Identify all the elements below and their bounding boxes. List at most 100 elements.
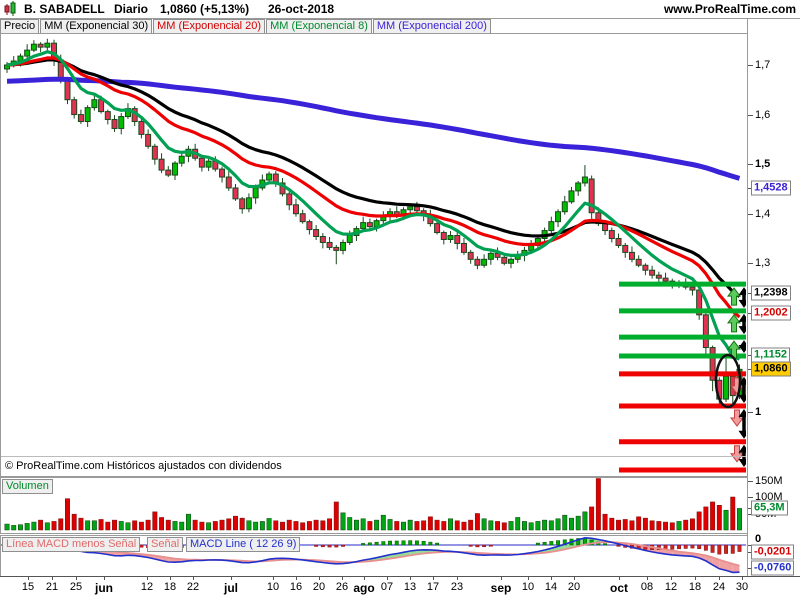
macd-histogram-bar xyxy=(374,541,379,546)
candle xyxy=(467,249,474,264)
time-day-label: 12 xyxy=(140,581,154,593)
time-day-label: 23 xyxy=(450,581,464,593)
macd-line xyxy=(6,536,740,574)
measure-arrow[interactable] xyxy=(738,340,747,353)
macd-legend-button-line[interactable]: MACD Line ( 12 26 9) xyxy=(186,537,301,552)
volume-bar xyxy=(636,516,642,531)
candle xyxy=(333,244,340,265)
macd-legend-button-signal[interactable]: Señal xyxy=(147,537,184,552)
price-chart-canvas[interactable] xyxy=(1,34,746,474)
time-day-label: 25 xyxy=(69,581,83,593)
volume-bar xyxy=(165,519,171,531)
volume-bar xyxy=(360,518,366,531)
volume-bar xyxy=(642,517,648,531)
macd-legend-button-histogram[interactable]: Línea MACD menos Señal xyxy=(2,537,141,552)
volume-bar xyxy=(723,509,729,531)
candle xyxy=(30,40,37,53)
measure-arrow[interactable] xyxy=(738,444,747,467)
macd-histogram-bar xyxy=(361,543,366,546)
legend-button-ema200[interactable]: MM (Exponencial 200) xyxy=(372,19,491,34)
legend-button-ema20[interactable]: MM (Exponencial 20) xyxy=(153,19,266,34)
macd-histogram-bar xyxy=(542,541,547,546)
up-target-arrow[interactable] xyxy=(727,287,741,306)
candle xyxy=(555,209,562,228)
volume-bar xyxy=(374,519,380,531)
volume-bar xyxy=(38,519,44,531)
site-link[interactable]: www.ProRealTime.com xyxy=(663,2,796,16)
highlight-ellipse[interactable] xyxy=(714,353,742,409)
time-tick-mark xyxy=(28,577,29,580)
volume-panel: Volumen xyxy=(0,477,749,534)
candle xyxy=(723,353,730,403)
up-target-arrow[interactable] xyxy=(727,314,741,333)
time-tick-mark xyxy=(695,577,696,580)
candle xyxy=(440,230,447,245)
macd-histogram-bar xyxy=(482,544,487,548)
time-tick-mark xyxy=(574,577,575,580)
macd-histogram-bar xyxy=(717,544,722,555)
macd-histogram-bar xyxy=(556,540,560,546)
measure-arrow[interactable] xyxy=(738,313,747,335)
axis-tick-mark xyxy=(748,545,753,546)
candle xyxy=(568,186,575,204)
ema200-line[interactable] xyxy=(6,76,741,181)
macd-histogram-bar xyxy=(314,544,319,547)
measure-arrow[interactable] xyxy=(738,287,747,308)
axis-tick-mark xyxy=(748,568,753,569)
time-tick-mark xyxy=(619,577,620,580)
volume-bar xyxy=(689,518,695,531)
volume-bar xyxy=(145,519,151,531)
time-axis[interactable]: 15 21 25 jun 12 18 22 jul 10 16 20 26 ago 07 13 17 23 sep… xyxy=(0,576,800,600)
candle xyxy=(649,265,656,279)
time-tick-mark xyxy=(433,577,434,580)
volume-tick-label: 100M xyxy=(755,491,783,503)
macd-histogram-bar xyxy=(367,542,372,546)
measure-arrow[interactable] xyxy=(738,409,747,439)
volume-bar xyxy=(353,519,359,531)
price-marker-ema20: 1,2002 xyxy=(751,305,791,321)
volume-legend-button[interactable]: Volumen xyxy=(2,479,53,494)
candle xyxy=(460,237,467,255)
volume-bar xyxy=(737,508,742,531)
volume-bar xyxy=(508,521,514,531)
candle xyxy=(447,231,454,243)
volume-bar xyxy=(192,519,198,531)
candle xyxy=(508,257,514,269)
candle xyxy=(118,113,125,135)
ema8-line[interactable] xyxy=(6,50,741,361)
ema30-line[interactable] xyxy=(6,58,741,298)
legend-button-ema8[interactable]: MM (Exponencial 8) xyxy=(266,19,372,34)
volume-bar xyxy=(300,522,306,531)
volume-chart-canvas[interactable] xyxy=(1,478,746,531)
ema20-line[interactable] xyxy=(6,56,741,319)
price-panel: © ProRealTime.com Históricos ajustados c… xyxy=(0,33,749,477)
price-tick-label: 1,7 xyxy=(755,59,771,71)
time-tick-mark xyxy=(364,577,365,580)
volume-bar xyxy=(548,520,554,531)
volume-bar xyxy=(91,520,97,531)
macd-band xyxy=(705,555,713,565)
candle xyxy=(259,174,266,191)
macd-signal-line xyxy=(7,541,740,567)
macd-panel: Línea MACD menos Señal Señal MACD Line (… xyxy=(0,535,749,577)
macd-histogram-bar xyxy=(710,544,715,553)
time-day-label: 17 xyxy=(426,581,440,593)
macd-histogram-bar xyxy=(401,540,406,546)
down-target-arrow[interactable] xyxy=(730,409,744,427)
price-marker-last-price: 1,0860 xyxy=(751,361,791,377)
candle xyxy=(340,239,346,255)
price-axis[interactable]: 1,7 1,6 1,5 1,4 1,3 1 1,4528 1,2398 1,2002 1,1152… xyxy=(747,19,800,576)
volume-bar xyxy=(562,514,568,531)
time-tick-mark xyxy=(296,577,297,580)
legend-button-ema30[interactable]: MM (Exponencial 30) xyxy=(40,19,153,34)
volume-bar xyxy=(333,501,339,531)
candle xyxy=(702,312,709,354)
legend-button-precio[interactable]: Precio xyxy=(0,19,40,34)
candle xyxy=(37,42,44,53)
price-marker-ema200: 1,4528 xyxy=(751,180,791,196)
candle xyxy=(151,143,158,165)
volume-bar xyxy=(401,521,406,531)
volume-bar xyxy=(421,520,427,531)
candle xyxy=(84,105,91,127)
